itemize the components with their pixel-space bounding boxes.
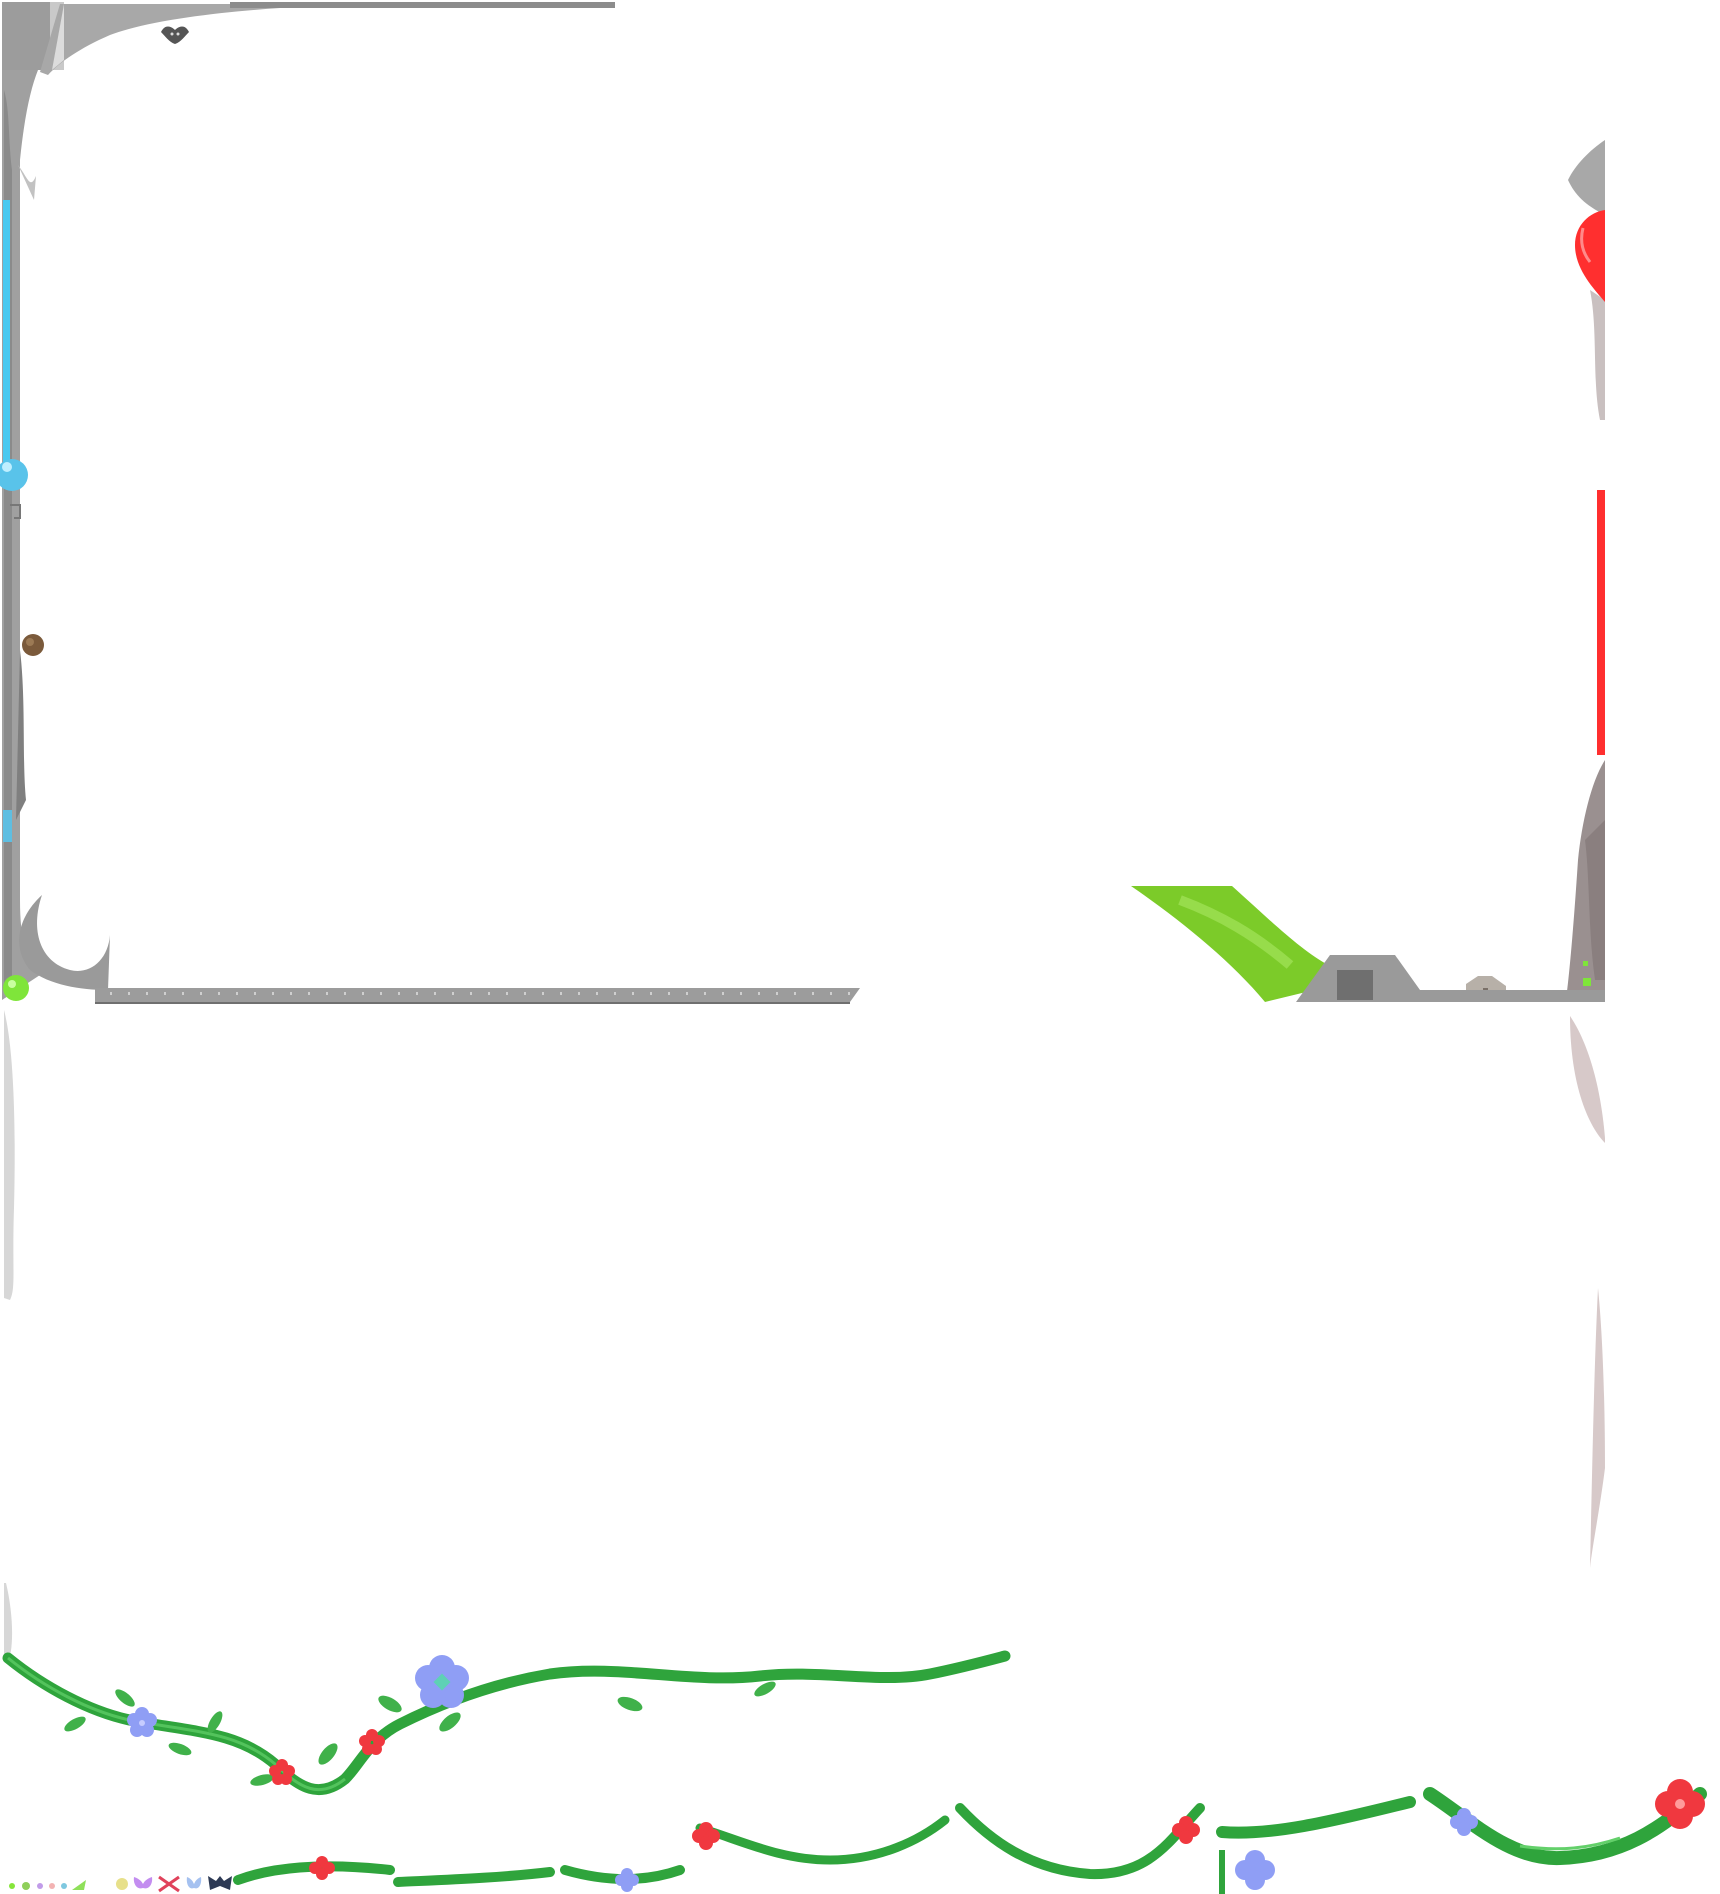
floor-tick xyxy=(722,992,724,995)
stone-frame-top-edge xyxy=(230,2,615,8)
brown-knot xyxy=(22,634,44,656)
stone-panel-frame xyxy=(0,2,1605,1004)
floor-tick xyxy=(614,992,616,995)
floor-tick xyxy=(542,992,544,995)
flower-blue-large-icon xyxy=(415,1655,469,1708)
floor-tick xyxy=(164,992,166,995)
green-orb-corner xyxy=(3,975,29,1001)
floor-tick xyxy=(146,992,148,995)
floor-tick xyxy=(362,992,364,995)
floor-tick xyxy=(794,992,796,995)
flower-blue-icon xyxy=(1235,1850,1275,1890)
butterfly-icon xyxy=(133,1877,153,1889)
floor-tick xyxy=(398,992,400,995)
floor-tick xyxy=(632,992,634,995)
floor-tick xyxy=(668,992,670,995)
floor-tick xyxy=(830,992,832,995)
bat-ornament xyxy=(161,26,189,44)
floor-tick xyxy=(110,992,112,995)
flower-red-icon xyxy=(1172,1816,1200,1844)
stone-frame-right-pillar xyxy=(1566,140,1605,1000)
flower-blue-icon xyxy=(127,1707,157,1737)
stone-house-large xyxy=(1296,955,1420,1002)
faded-pillar-shapes xyxy=(4,1010,1605,1656)
floor-tick xyxy=(290,992,292,995)
flower-red-icon xyxy=(269,1759,295,1785)
floor-tick xyxy=(272,992,274,995)
flower-blue-icon xyxy=(615,1868,639,1892)
floor-tick xyxy=(776,992,778,995)
mana-bar-vertical xyxy=(3,200,10,470)
flower-blue-icon xyxy=(1450,1808,1478,1836)
floor-tick xyxy=(326,992,328,995)
floor-tick xyxy=(380,992,382,995)
floor-tick xyxy=(236,992,238,995)
green-leaf-ramp xyxy=(1131,886,1335,1002)
butterfly-icon xyxy=(186,1877,202,1889)
health-heart xyxy=(1575,210,1605,302)
vine-long-top xyxy=(2,1650,1011,1796)
floor-tick xyxy=(686,992,688,995)
floor-tick xyxy=(578,992,580,995)
floor-tick xyxy=(254,992,256,995)
floor-tick xyxy=(488,992,490,995)
floor-tick xyxy=(218,992,220,995)
vine-segments-row xyxy=(9,1779,1707,1894)
stone-frame-top-left-corner xyxy=(2,2,615,75)
floor-tick xyxy=(308,992,310,995)
floor-tick xyxy=(470,992,472,995)
floor-tick xyxy=(128,992,130,995)
floor-tick xyxy=(650,992,652,995)
floor-tick xyxy=(344,992,346,995)
flower-red-icon xyxy=(692,1822,720,1850)
stone-floor-bar xyxy=(95,988,860,1004)
floor-tick xyxy=(182,992,184,995)
floor-tick xyxy=(416,992,418,995)
floor-tick xyxy=(704,992,706,995)
floor-tick xyxy=(506,992,508,995)
floor-tick xyxy=(740,992,742,995)
health-bar-vertical xyxy=(1597,490,1605,755)
flower-red-large-icon xyxy=(1655,1779,1705,1829)
floor-tick xyxy=(596,992,598,995)
floor-tick xyxy=(200,992,202,995)
floor-tick xyxy=(452,992,454,995)
flower-red-icon xyxy=(359,1729,385,1755)
floor-tick xyxy=(812,992,814,995)
bat-icon xyxy=(208,1876,232,1890)
floor-tick xyxy=(560,992,562,995)
floor-tick xyxy=(848,992,850,995)
floor-tick xyxy=(758,992,760,995)
small-icons-row xyxy=(9,1875,232,1893)
floor-tick xyxy=(524,992,526,995)
lock-indicator xyxy=(1583,961,1591,986)
floor-tick xyxy=(434,992,436,995)
dragonfly-icon xyxy=(158,1875,180,1893)
flower-red-icon xyxy=(309,1856,335,1880)
